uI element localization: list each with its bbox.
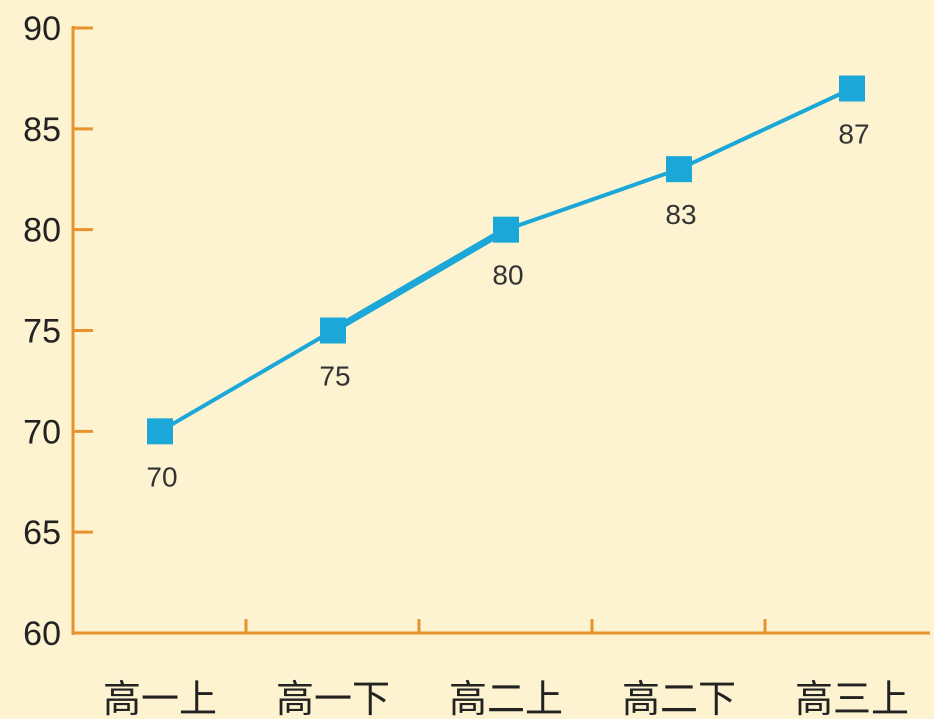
data-label: 75	[319, 361, 350, 392]
x-tick-label: 高二下	[622, 677, 736, 719]
data-point-marker	[147, 418, 173, 445]
data-point-marker	[666, 156, 692, 183]
y-tick-label: 65	[23, 514, 61, 552]
y-tick-label: 85	[23, 111, 61, 149]
data-point-marker	[493, 216, 519, 243]
x-tick-label: 高一上	[103, 677, 217, 719]
series-line-segment	[158, 328, 335, 434]
y-tick-label: 60	[23, 615, 61, 653]
data-labels: 70 75 80 83 87	[146, 119, 869, 493]
axes	[71, 26, 930, 635]
data-point-marker	[839, 75, 865, 102]
y-tick-label: 80	[23, 212, 61, 250]
y-tick-label: 75	[23, 313, 61, 351]
data-label: 80	[492, 260, 523, 291]
data-label: 87	[838, 119, 869, 150]
x-tick-label: 高三上	[795, 677, 909, 719]
series-line-segment	[504, 167, 681, 232]
x-tick-label: 高一下	[276, 677, 390, 719]
data-point-marker	[320, 317, 346, 344]
data-label: 83	[665, 199, 696, 230]
y-tick-label: 70	[23, 413, 61, 451]
series-line	[158, 86, 854, 434]
y-axis-ticks: 60 65 70 75 80 85 90	[23, 10, 93, 653]
y-tick-label: 90	[23, 10, 61, 48]
series-line-segment	[677, 86, 854, 172]
x-axis-ticks: 高一上 高一下 高二上 高二下 高三上	[103, 619, 909, 719]
series-markers	[147, 75, 865, 445]
series-line-segment	[329, 226, 510, 334]
x-tick-label: 高二上	[449, 677, 563, 719]
data-label: 70	[146, 461, 177, 492]
